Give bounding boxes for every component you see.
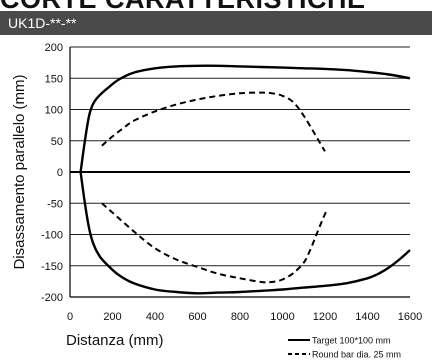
- y-tick-labels: 200 150 100 50 0 -50 -100 -150 -200: [41, 42, 63, 304]
- x-tick-label: 1200: [313, 311, 337, 323]
- y-tick-label: 100: [45, 105, 63, 117]
- target-curve-lower: [79, 171, 411, 295]
- legend: Target 100*100 mm Round bar dia. 25 mm: [288, 336, 401, 360]
- x-tick-label: 1000: [270, 311, 294, 323]
- y-tick-label: -200: [41, 292, 63, 304]
- x-axis-label: Distanza (mm): [66, 332, 164, 349]
- series-lines: [79, 64, 411, 295]
- grid-lines: [70, 46, 410, 298]
- x-tick-label: 600: [188, 311, 206, 323]
- x-tick-label: 1400: [355, 311, 379, 323]
- legend-label: Round bar dia. 25 mm: [312, 350, 401, 360]
- page-heading: CORTE CARATTERISTICHE: [0, 0, 432, 12]
- target-curve-upper: [79, 64, 411, 173]
- round-bar-curve-lower: [101, 202, 329, 284]
- y-tick-label: -150: [41, 261, 63, 273]
- x-tick-label: 800: [231, 311, 249, 323]
- y-tick-label: 200: [45, 42, 63, 54]
- axes: [69, 47, 410, 298]
- chart-title: UK1D-**-**: [8, 15, 77, 31]
- x-tick-labels: 0 200 400 600 800 1000 1200 1400 1600: [67, 311, 422, 323]
- round-bar-curve-upper: [101, 91, 326, 152]
- legend-label: Target 100*100 mm: [312, 336, 391, 346]
- x-tick-label: 200: [103, 311, 121, 323]
- y-axis-label: Disassamento parallelo (mm): [11, 74, 28, 269]
- chart-title-bar: UK1D-**-**: [0, 11, 432, 35]
- y-tick-label: 0: [57, 167, 63, 179]
- x-tick-label: 0: [67, 311, 73, 323]
- y-tick-label: 150: [45, 73, 63, 85]
- x-tick-label: 400: [146, 311, 164, 323]
- y-tick-label: 50: [51, 136, 63, 148]
- y-tick-label: -50: [47, 198, 63, 210]
- y-tick-label: -100: [41, 230, 63, 242]
- x-tick-label: 1600: [398, 311, 422, 323]
